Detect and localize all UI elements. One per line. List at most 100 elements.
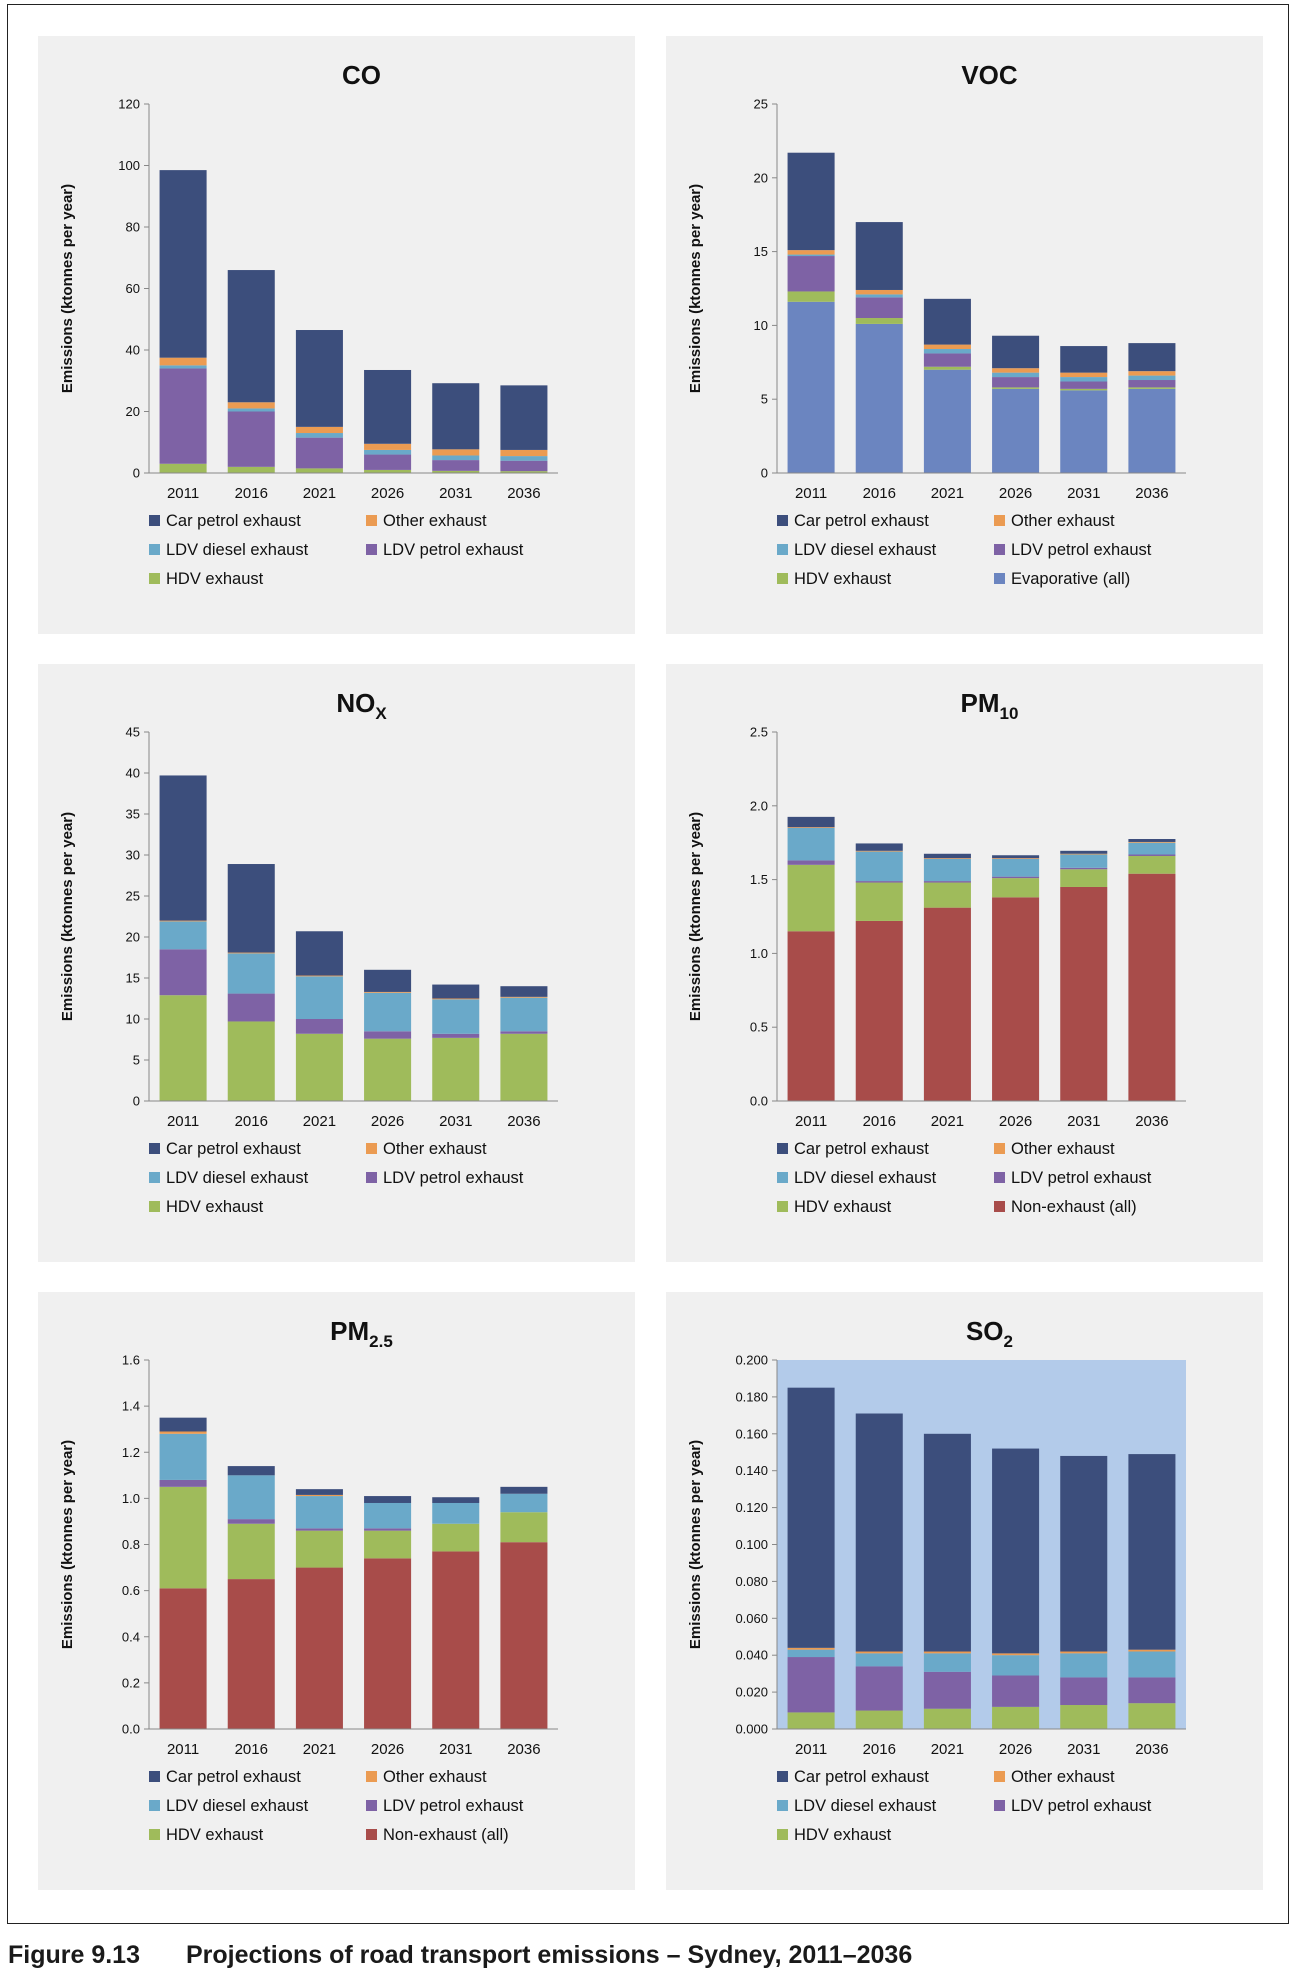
legend-label: LDV diesel exhaust [794,1169,937,1187]
legend-swatch [149,1771,160,1782]
legend-swatch [777,1143,788,1154]
bar-segment-ldv-diesel-exhaust [787,254,835,257]
bar-segment-ldv-diesel-exhaust [159,365,207,369]
bar-segment-hdv-exhaust [159,995,207,1101]
bar-segment-other-exhaust [227,402,275,409]
bar-segment-hdv-exhaust [159,1486,207,1589]
bar-segment-ldv-diesel-exhaust [1128,375,1176,381]
y-tick-label: 15 [126,971,140,986]
bar-segment-other-exhaust [364,443,412,450]
bar-segment-ldv-diesel-exhaust [1128,1651,1176,1678]
legend-label: LDV petrol exhaust [1011,541,1152,559]
bar-segment-hdv-exhaust [1060,388,1108,391]
bar-segment-ldv-petrol-exhaust [992,1675,1040,1707]
bar-segment-non-exhaust-all [364,1558,412,1729]
legend-swatch [994,1800,1005,1811]
bar-segment-ldv-diesel-exhaust [227,953,275,994]
y-tick-label: 0 [133,1094,140,1109]
x-tick-label: 2036 [507,485,540,502]
chart-panel-nox: NOX Emissions (ktonnes per year) 0 5 10 15 20 2… [38,664,635,1262]
bar-segment-car-petrol-exhaust [855,1413,903,1652]
bar-segment-ldv-diesel-exhaust [787,827,835,861]
legend-swatch [777,544,788,555]
bar-segment-hdv-exhaust [1128,1703,1176,1729]
bar-segment-car-petrol-exhaust [787,152,835,251]
bar-segment-ldv-petrol-exhaust [855,297,903,319]
x-tick-label: 2026 [371,1741,404,1758]
bar-segment-ldv-diesel-exhaust [1060,377,1108,382]
y-tick-label: 15 [754,244,768,259]
y-axis-label: Emissions (ktonnes per year) [59,1440,76,1649]
bar-segment-non-exhaust-all [295,1567,343,1729]
bar-segment-car-petrol-exhaust [159,170,207,358]
bar-segment-ldv-diesel-exhaust [500,997,548,1032]
x-tick-label: 2011 [795,485,827,502]
bar-segment-other-exhaust [923,858,971,859]
y-tick-label: 1.0 [750,946,768,961]
x-tick-label: 2026 [999,485,1032,502]
figure-frame: CO Emissions (ktonnes per year) 0 20 40 60 80 1… [7,4,1289,1924]
legend-label: Other exhaust [1011,512,1115,530]
legend-swatch [149,1829,160,1840]
legend-swatch [149,1143,160,1154]
bar-segment-other-exhaust [159,920,207,922]
legend-swatch [777,1771,788,1782]
bar-segment-ldv-petrol-exhaust [227,1519,275,1524]
legend-label: HDV exhaust [794,570,892,588]
legend-swatch [994,573,1005,584]
chart-title: PM10 [961,688,1019,723]
x-tick-label: 2031 [439,1113,472,1130]
bar-segment-other-exhaust [227,952,275,954]
legend-label: Car petrol exhaust [166,512,301,530]
bar-segment-evaporative-all [992,388,1040,473]
x-tick-label: 2021 [303,1741,336,1758]
y-tick-label: 45 [126,725,140,740]
x-tick-label: 2036 [1135,485,1168,502]
bar-segment-other-exhaust [923,344,971,350]
bar-segment-ldv-diesel-exhaust [1060,854,1108,868]
x-tick-label: 2026 [999,1113,1032,1130]
legend-label: LDV petrol exhaust [383,1169,524,1187]
y-tick-label: 80 [126,220,140,235]
bar-segment-ldv-petrol-exhaust [1060,381,1108,389]
bar-segment-ldv-petrol-exhaust [364,1528,412,1531]
bar-segment-ldv-petrol-exhaust [159,949,207,996]
bar-segment-ldv-petrol-exhaust [1060,1677,1108,1706]
bar-segment-ldv-diesel-exhaust [432,455,480,461]
bar-segment-car-petrol-exhaust [855,843,903,851]
chart-panel-pm25: PM2.5 Emissions (ktonnes per year) 0.0 0.2 0… [38,1292,635,1890]
legend-label: Non-exhaust (all) [1011,1198,1137,1216]
y-tick-label: 0 [133,466,140,481]
y-tick-label: 0.0 [750,1094,768,1109]
legend-swatch [366,1829,377,1840]
legend-swatch [366,1143,377,1154]
y-tick-label: 0.6 [122,1583,140,1598]
bar-segment-ldv-diesel-exhaust [787,1649,835,1658]
bar-segment-non-exhaust-all [159,1588,207,1729]
x-tick-label: 2016 [863,1113,896,1130]
bar-segment-evaporative-all [855,323,903,473]
chart-panel-co: CO Emissions (ktonnes per year) 0 20 40 60 80 1… [38,36,635,634]
y-axis-label: Emissions (ktonnes per year) [687,184,704,393]
bar-segment-other-exhaust [787,250,835,255]
x-tick-label: 2031 [1067,1741,1100,1758]
chart-svg: SO2 Emissions (ktonnes per year) 0.000 0.02… [687,1316,1186,1844]
y-tick-label: 0.100 [735,1537,768,1552]
x-tick-label: 2011 [795,1113,827,1130]
y-tick-label: 20 [754,170,768,185]
bar-segment-other-exhaust [992,368,1040,373]
chart-svg: PM2.5 Emissions (ktonnes per year) 0.0 0.2 0… [59,1316,558,1844]
legend-swatch [994,1143,1005,1154]
chart-svg: CO Emissions (ktonnes per year) 0 20 40 60 80 1… [59,60,558,588]
bar-segment-car-petrol-exhaust [500,385,548,450]
legend-label: LDV petrol exhaust [1011,1797,1152,1815]
bar-segment-hdv-exhaust [1060,869,1108,887]
bar-segment-other-exhaust [992,858,1040,859]
bar-segment-other-exhaust [1128,841,1176,843]
bar-segment-hdv-exhaust [923,882,971,908]
y-axis-label: Emissions (ktonnes per year) [59,184,76,393]
bar-segment-hdv-exhaust [295,1530,343,1568]
bar-segment-other-exhaust [923,1651,971,1654]
bar-segment-hdv-exhaust [1060,1705,1108,1729]
x-tick-label: 2021 [303,1113,336,1130]
